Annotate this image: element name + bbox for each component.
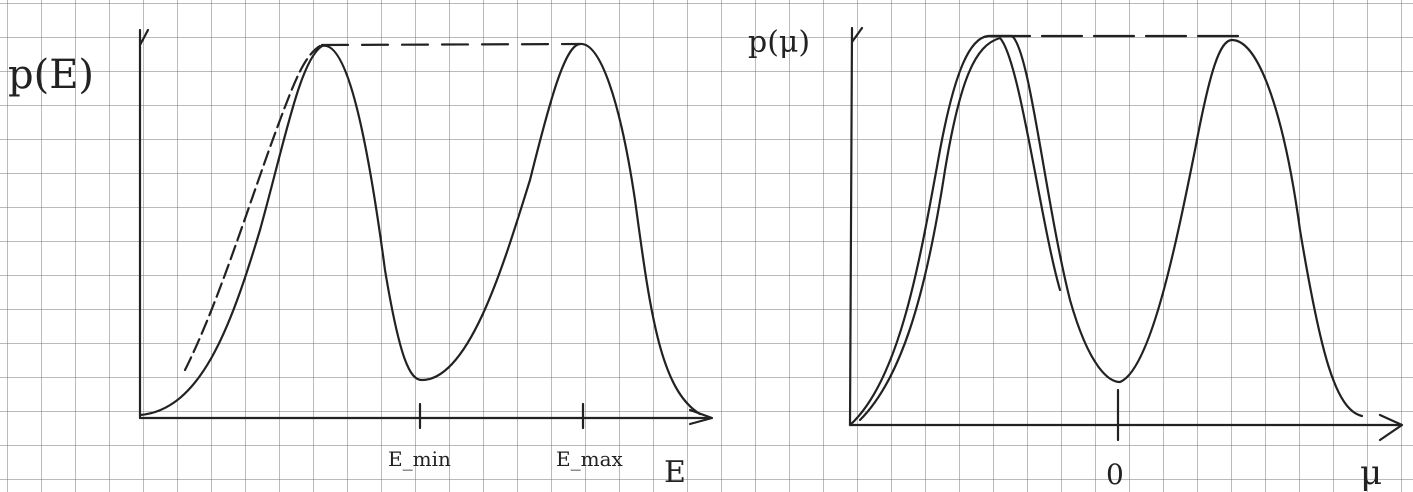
tick-label: E_min: [388, 447, 451, 471]
x-axis-label: μ: [1360, 453, 1382, 492]
sketch: p(E) E_min E_max E p(μ) 0 μ: [0, 0, 1413, 492]
tick-label: 0: [1106, 458, 1124, 491]
tick-label: E_max: [556, 447, 623, 471]
x-axis-label: E: [664, 455, 686, 490]
y-axis-label: p(μ): [748, 25, 810, 60]
y-axis-label: p(E): [8, 52, 94, 98]
